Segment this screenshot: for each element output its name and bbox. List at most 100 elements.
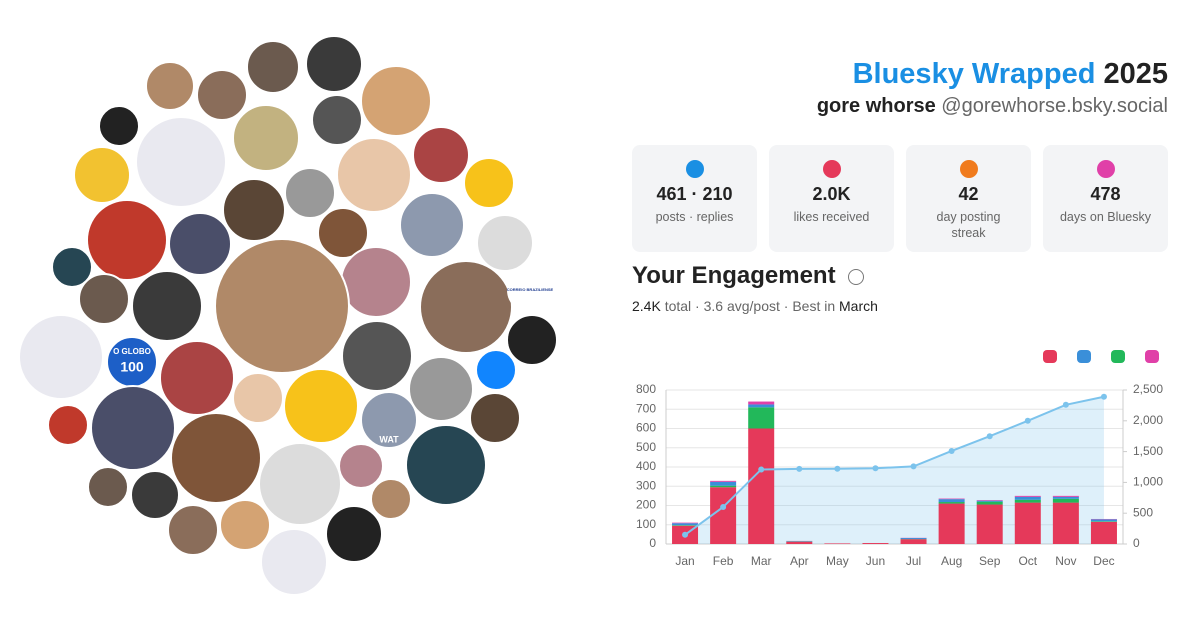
bar-segment <box>1090 521 1117 544</box>
total: 2.4K <box>632 298 661 314</box>
avatar <box>341 320 413 392</box>
stat-label: posts · replies <box>655 210 734 224</box>
bar-segment <box>786 541 813 544</box>
stat-icon <box>1096 160 1115 178</box>
legend-icon[interactable] <box>1111 350 1125 363</box>
y2-tick-label: 1,000 <box>1133 475 1163 489</box>
bar-segment <box>862 543 889 544</box>
avatar <box>214 238 350 374</box>
avatar <box>135 116 227 208</box>
bar-segment <box>1052 498 1079 503</box>
y2-tick-label: 0 <box>1133 536 1140 550</box>
line-point <box>758 466 765 473</box>
avatar <box>419 260 513 354</box>
avatar <box>475 349 517 391</box>
stat-icon <box>685 160 704 178</box>
line-point <box>1062 401 1069 408</box>
avatar <box>98 105 140 147</box>
avatar <box>219 499 271 551</box>
best-month: March <box>839 298 878 314</box>
bar-segment <box>1090 521 1117 522</box>
avatar <box>260 528 328 596</box>
bar-segment <box>900 539 927 544</box>
title-line: Bluesky Wrapped 2025 <box>853 58 1168 91</box>
avatar <box>47 404 89 446</box>
avatar <box>360 391 418 449</box>
title: Bluesky Wrapped <box>852 58 1096 90</box>
line-point <box>682 531 689 538</box>
avatar <box>305 35 363 93</box>
y-tick-label: 500 <box>636 440 656 454</box>
y-tick-label: 800 <box>636 382 656 396</box>
avatar-text: O GLOBO <box>113 347 151 356</box>
x-tick-label: Jul <box>906 554 921 568</box>
avatar <box>131 270 203 342</box>
bar-segment <box>710 480 737 482</box>
bar-segment <box>1090 519 1117 522</box>
x-tick-label: Oct <box>1018 554 1037 568</box>
stat-card: 461 · 210 posts · replies <box>632 145 757 252</box>
avatar <box>340 246 412 318</box>
avatar <box>159 340 235 416</box>
legend-icon[interactable] <box>1077 350 1091 363</box>
bar-segment <box>672 523 699 526</box>
avatar <box>284 167 336 219</box>
avatar <box>336 137 412 213</box>
avatar <box>360 65 432 137</box>
line-point <box>796 465 803 472</box>
y-tick-label: 300 <box>636 478 656 492</box>
bar-segment <box>976 500 1003 501</box>
stat-value: 42 <box>958 184 979 204</box>
stat-card: 42 day posting streak <box>906 145 1031 252</box>
legend-icon[interactable] <box>1145 350 1159 363</box>
avatar <box>78 273 130 325</box>
avatar <box>283 368 359 444</box>
bar-segment <box>1014 496 1041 500</box>
legend-icon[interactable] <box>1043 350 1057 363</box>
bar-segment <box>976 501 1003 505</box>
y-tick-label: 700 <box>636 401 656 415</box>
bar-segment <box>900 538 927 539</box>
x-tick-label: Jun <box>866 554 885 568</box>
engagement-heading: Your Engagement <box>632 262 836 289</box>
avatar-text: CORREIO BRAZILIENSE <box>507 287 554 292</box>
bar-segment <box>672 522 699 524</box>
stat-card: 2.0K likes received <box>769 145 894 252</box>
x-tick-label: Aug <box>941 554 962 568</box>
avatar-text: WAT <box>379 434 399 444</box>
avatar <box>370 478 412 520</box>
avatar <box>399 192 465 258</box>
y-tick-label: 600 <box>636 421 656 435</box>
bar-segment <box>1052 496 1079 499</box>
x-tick-label: Sep <box>979 554 1001 568</box>
y2-tick-label: 2,500 <box>1133 382 1163 396</box>
bar-segment <box>938 502 965 504</box>
y2-tick-label: 2,000 <box>1133 413 1163 427</box>
info-icon[interactable] <box>848 268 865 285</box>
x-tick-label: Feb <box>713 554 734 568</box>
user-handle: @gorewhorse.bsky.social <box>941 95 1168 117</box>
avatar <box>73 146 131 204</box>
avatar <box>506 314 558 366</box>
avatar <box>408 356 474 422</box>
avatar <box>87 466 129 508</box>
y2-tick-label: 1,500 <box>1133 444 1163 458</box>
x-tick-label: Dec <box>1093 554 1114 568</box>
y-tick-label: 200 <box>636 498 656 512</box>
avatar <box>90 385 176 471</box>
bar-segment <box>938 498 965 500</box>
bar-segment <box>748 404 775 408</box>
line-point <box>986 433 993 440</box>
line-point <box>720 504 727 511</box>
x-tick-label: Mar <box>751 554 772 568</box>
bar-segment <box>1014 495 1041 497</box>
bar-segment <box>748 407 775 429</box>
avatar <box>469 392 521 444</box>
avatar <box>338 443 384 489</box>
avatar <box>317 207 369 259</box>
avatar <box>232 372 284 424</box>
summary: total · 3.6 avg/post · Best in <box>664 298 836 314</box>
avatar <box>196 69 248 121</box>
